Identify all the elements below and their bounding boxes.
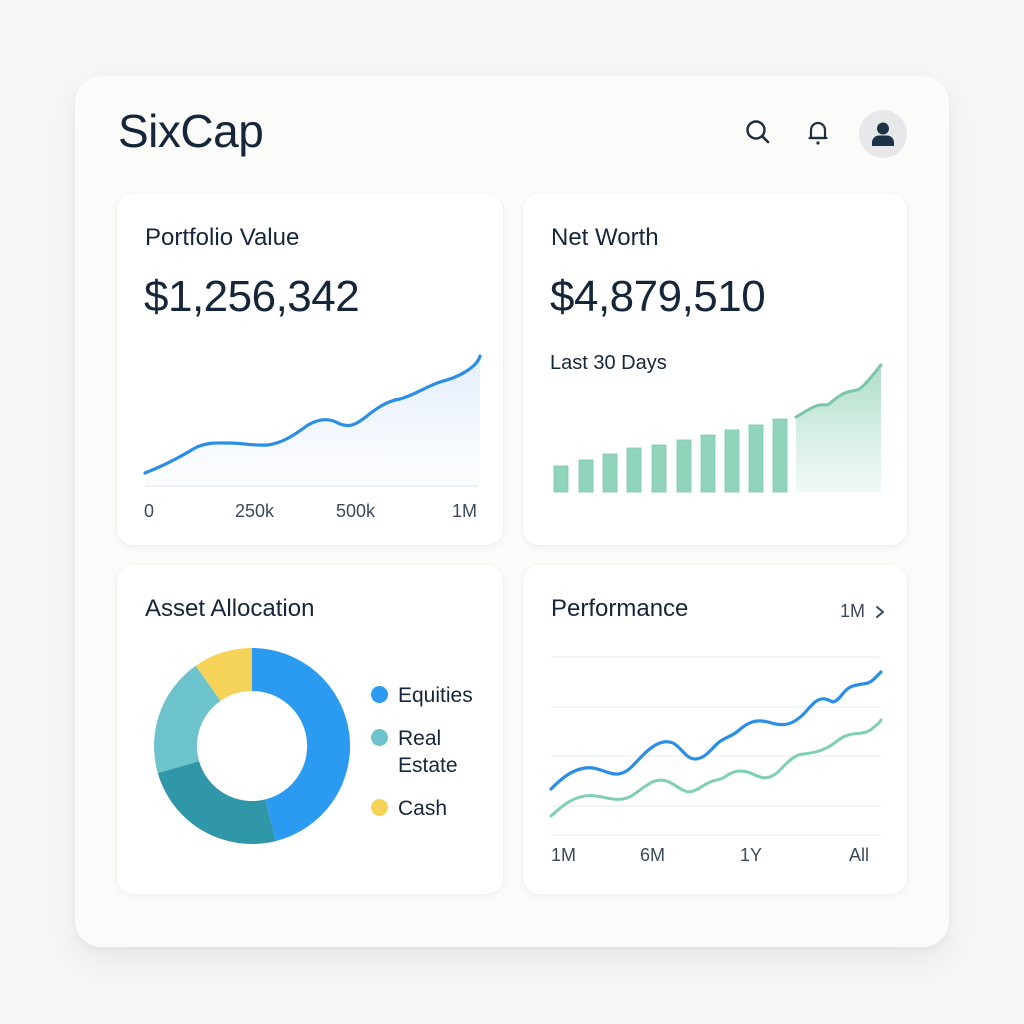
net-worth-value: $4,879,510 (550, 272, 766, 321)
legend-label: Real Estate (398, 727, 458, 777)
user-avatar-icon (872, 122, 894, 146)
performance-card[interactable]: Performance 1M 1M 6M 1Y All (523, 565, 907, 894)
legend-label: Equities (398, 684, 473, 707)
portfolio-title: Portfolio Value (145, 224, 300, 251)
x-tick-label[interactable]: 1Y (740, 845, 763, 865)
x-tick-label[interactable]: 1M (551, 845, 577, 865)
search-icon (746, 120, 770, 144)
legend-item-equities[interactable]: Equities (371, 682, 488, 709)
legend-item-cash[interactable]: Cash (371, 795, 488, 822)
x-tick-label: 0 (144, 501, 155, 521)
x-tick-label[interactable]: 6M (640, 845, 666, 865)
net-worth-card[interactable]: Net Worth $4,879,510 Last 30 Days (523, 194, 907, 545)
x-tick-label[interactable]: All (849, 845, 870, 865)
range-value: 1M (839, 601, 865, 621)
performance-title: Performance (551, 595, 689, 622)
range-selector[interactable]: 1M (840, 601, 885, 622)
asset-allocation-donut (154, 648, 351, 845)
net-worth-bar-chart (553, 363, 883, 493)
asset-allocation-card[interactable]: Asset Allocation Equities Real Estate Ca… (117, 565, 503, 894)
notifications-button[interactable] (800, 114, 836, 150)
brand-logo: SixCap (118, 105, 264, 157)
bell-icon (808, 121, 828, 145)
x-tick-label: 250k (235, 501, 275, 521)
net-worth-title: Net Worth (551, 224, 659, 251)
portfolio-value-card[interactable]: Portfolio Value $1,256,342 0 250k 500k 1… (117, 194, 503, 545)
performance-line-chart (549, 656, 883, 836)
net-worth-period: Last 30 Days (550, 352, 667, 374)
legend-item-real-estate[interactable]: Real Estate (371, 725, 488, 779)
chevron-right-icon (876, 605, 884, 618)
asset-allocation-title: Asset Allocation (145, 595, 315, 622)
cash-dot-icon (371, 799, 388, 816)
user-avatar-button[interactable] (859, 110, 907, 158)
search-button[interactable] (740, 114, 776, 150)
legend-label: Cash (398, 797, 448, 820)
x-tick-label: 1M (452, 501, 478, 521)
portfolio-value: $1,256,342 (144, 272, 360, 321)
portfolio-area-chart (143, 354, 482, 487)
allocation-legend: Equities Real Estate Cash (371, 682, 488, 838)
x-tick-label: 500k (336, 501, 376, 521)
real-estate-dot-icon (371, 729, 388, 746)
equities-dot-icon (371, 686, 388, 703)
